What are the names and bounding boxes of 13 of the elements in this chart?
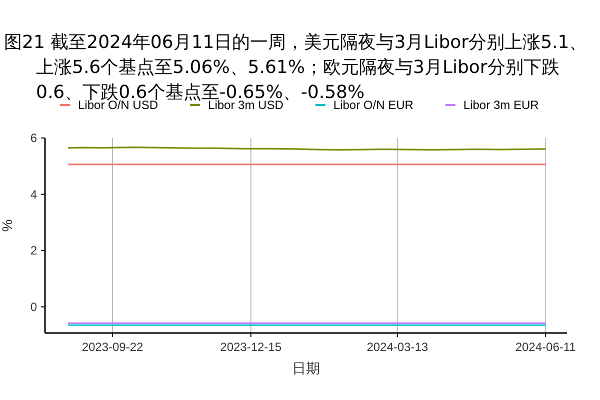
x-axis-title: 日期: [292, 361, 320, 377]
y-tick-label: 2: [30, 244, 38, 258]
legend-label: Libor 3m USD: [208, 98, 284, 112]
y-axis-title: %: [0, 219, 15, 232]
x-tick-label: 2023-09-22: [82, 340, 144, 354]
y-tick-label: 6: [30, 131, 38, 145]
legend-label: Libor O/N EUR: [333, 98, 414, 112]
x-tick-label: 2023-12-15: [220, 340, 282, 354]
x-tick-label: 2024-06-11: [515, 340, 576, 354]
y-tick-label: 0: [30, 300, 38, 314]
x-tick-label: 2024-03-13: [366, 340, 428, 354]
y-tick-label: 4: [30, 187, 38, 202]
legend-label: Libor 3m EUR: [463, 98, 540, 112]
